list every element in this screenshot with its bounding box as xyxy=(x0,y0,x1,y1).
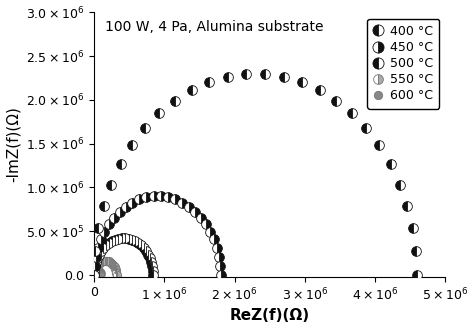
Y-axis label: -ImZ(f)(Ω): -ImZ(f)(Ω) xyxy=(6,107,20,182)
Legend: 400 °C, 450 °C, 500 °C, 550 °C, 600 °C: 400 °C, 450 °C, 500 °C, 550 °C, 600 °C xyxy=(367,19,439,109)
Text: 100 W, 4 Pa, Alumina substrate: 100 W, 4 Pa, Alumina substrate xyxy=(105,20,323,34)
X-axis label: ReZ(f)(Ω): ReZ(f)(Ω) xyxy=(229,309,310,323)
